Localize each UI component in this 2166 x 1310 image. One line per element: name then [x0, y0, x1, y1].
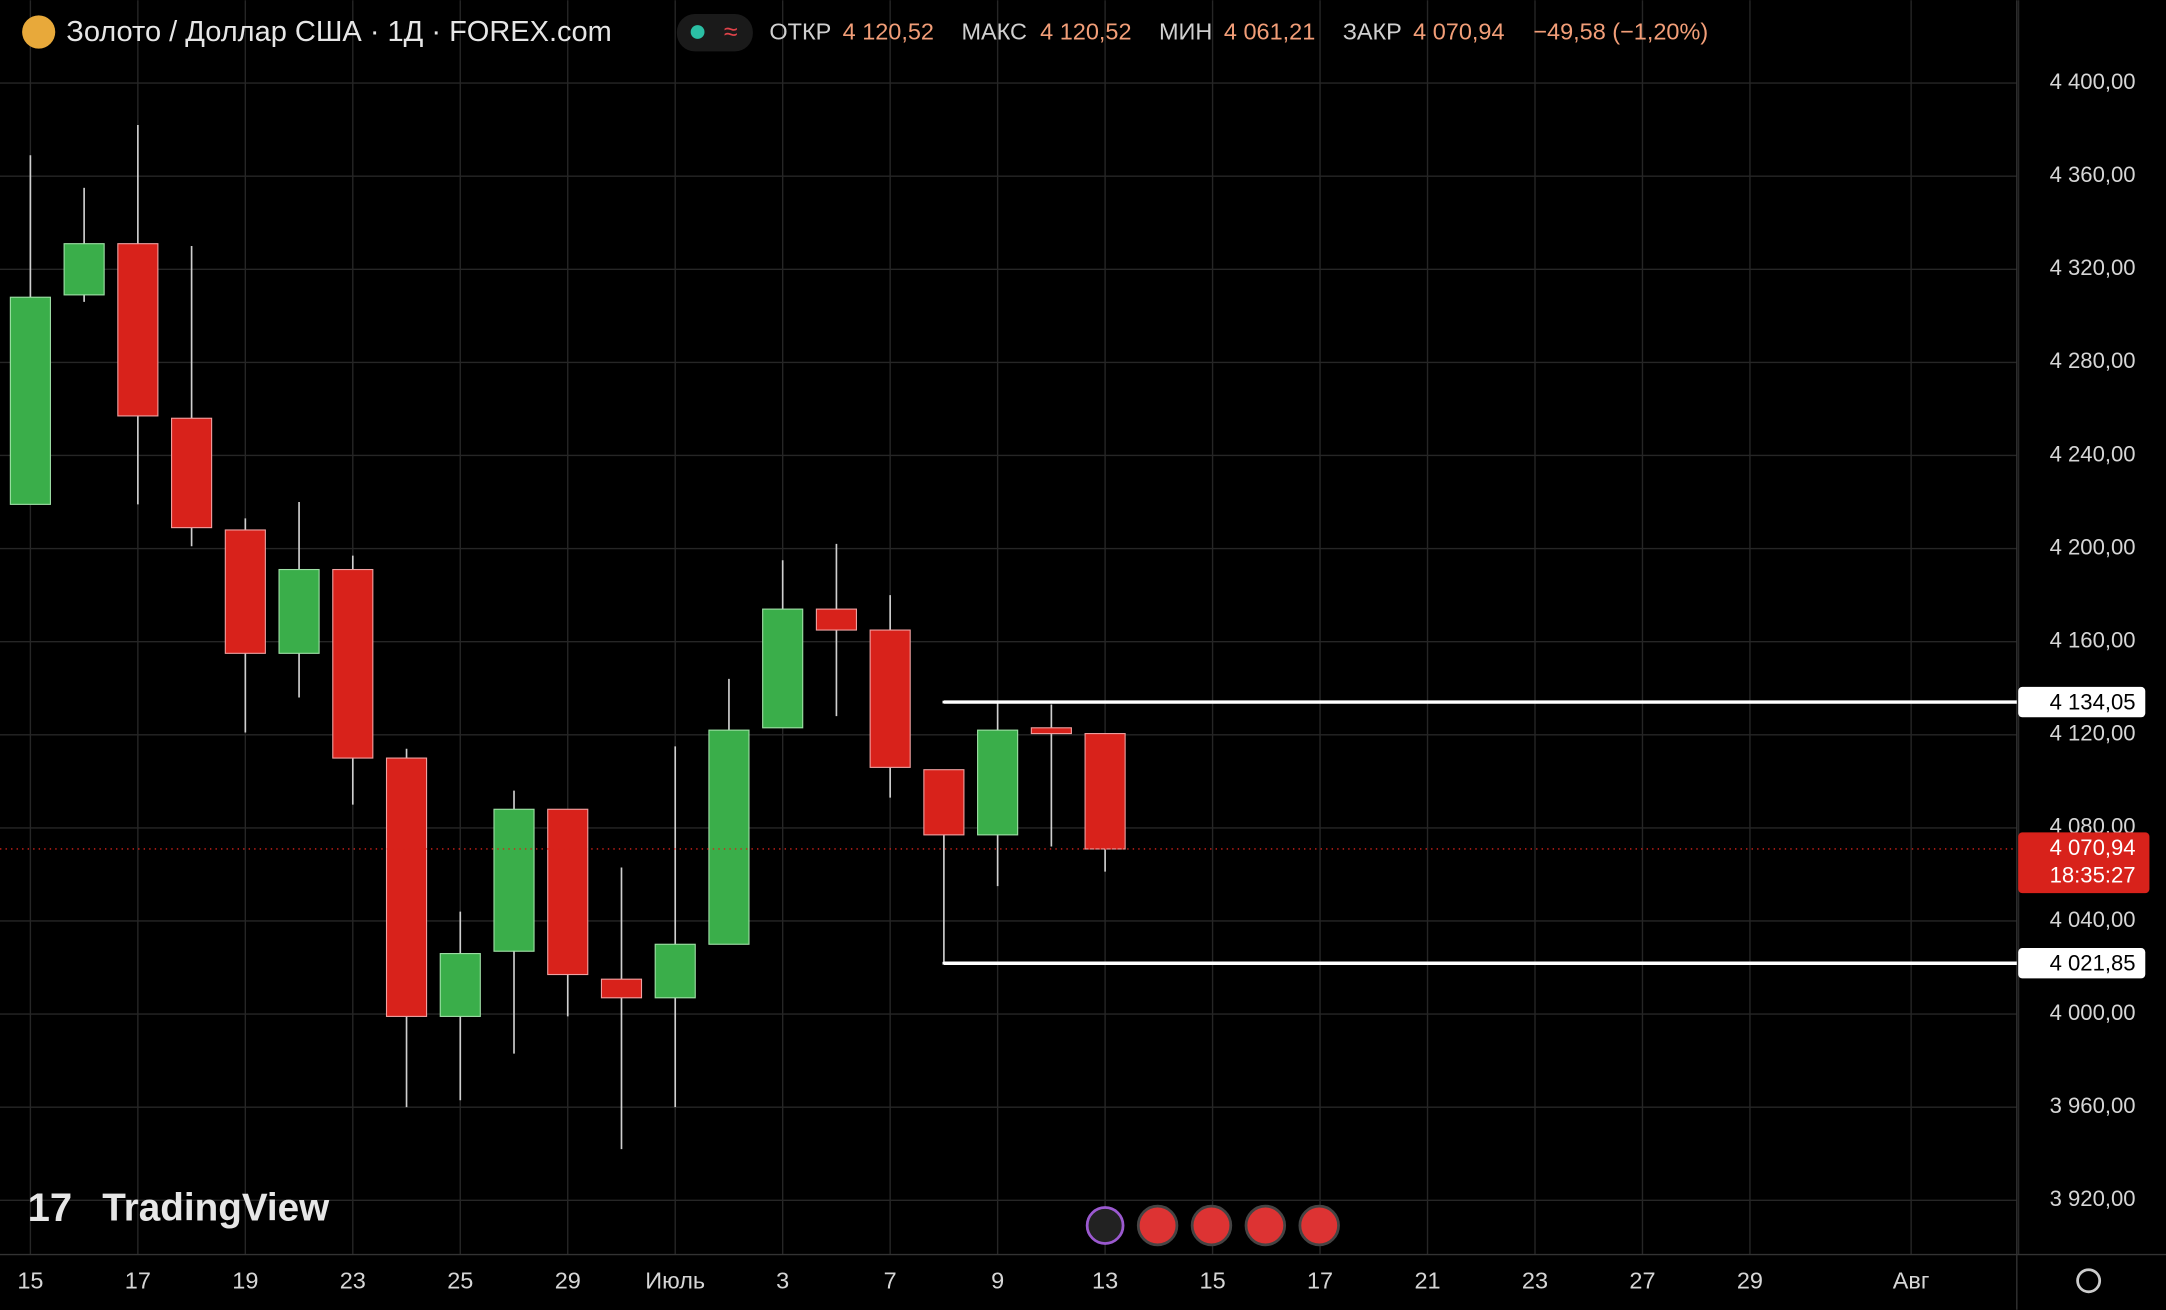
status-pill[interactable] — [676, 14, 753, 52]
x-tick-label: 3 — [776, 1267, 789, 1293]
candle-body — [332, 568, 374, 759]
ohlc-label: МИН — [1159, 19, 1212, 45]
x-tick-label: 9 — [991, 1267, 1004, 1293]
event-icon[interactable] — [1085, 1206, 1125, 1245]
y-tick-label: 3 960,00 — [2050, 1093, 2136, 1118]
candle-body — [977, 729, 1019, 836]
candle-body — [708, 729, 750, 945]
candle-body — [385, 757, 428, 1017]
market-status — [690, 25, 705, 39]
x-tick-label: 23 — [340, 1267, 366, 1293]
y-tick-label: 4 200,00 — [2050, 534, 2136, 559]
y-tick-label: 4 320,00 — [2050, 255, 2136, 280]
event-icon[interactable] — [1244, 1204, 1287, 1247]
candle-body — [654, 943, 696, 999]
ohlc-value: 4 061,21 — [1224, 19, 1315, 45]
x-tick-label: 23 — [1522, 1267, 1548, 1293]
candle-body — [171, 417, 213, 529]
candle-body — [224, 529, 266, 654]
brand-logo: 17 — [28, 1186, 73, 1230]
level-label: 4 134,05 — [2050, 689, 2136, 714]
countdown: 18:35:27 — [2050, 862, 2136, 887]
ohlc-value: 4 120,52 — [843, 19, 934, 45]
candle-body — [1084, 733, 1126, 850]
last-price-label: 4 070,94 — [2050, 835, 2136, 860]
candle-body — [278, 568, 320, 654]
y-tick-label: 4 360,00 — [2050, 162, 2136, 187]
plot — [9, 124, 1126, 1150]
event-icon[interactable] — [1136, 1204, 1179, 1247]
y-tick-label: 4 240,00 — [2050, 441, 2136, 466]
last-price-tag — [2018, 832, 2150, 894]
x-tick-label: Авг — [1893, 1267, 1930, 1293]
candle-body — [815, 608, 858, 631]
candle-body — [9, 296, 51, 505]
y-tick-label: 4 120,00 — [2050, 721, 2136, 746]
event-icon[interactable] — [1298, 1204, 1340, 1247]
x-tick-label: 25 — [447, 1267, 473, 1293]
settings-icon[interactable] — [2076, 1268, 2102, 1294]
status-icon: ≈ — [724, 18, 738, 46]
candle-body — [547, 808, 589, 976]
ohlc-label: ОТКР — [769, 19, 831, 45]
candle-body — [762, 608, 804, 729]
candle-body — [600, 978, 643, 999]
ohlc-value: 4 120,52 — [1040, 19, 1131, 45]
y-tick-label: 3 920,00 — [2050, 1186, 2136, 1211]
ohlc-change: −49,58 (−1,20%) — [1533, 19, 1708, 45]
level-tag — [2018, 686, 2146, 718]
x-tick-label: 17 — [125, 1267, 151, 1293]
x-tick-label: 29 — [555, 1267, 581, 1293]
level-label: 4 021,85 — [2050, 950, 2136, 975]
brand-name: TradingView — [102, 1187, 330, 1230]
x-tick-label: 21 — [1414, 1267, 1440, 1293]
x-tick-label: 7 — [884, 1267, 897, 1293]
header: Золото / Доллар США · 1Д · FOREX.com ≈ О… — [22, 14, 1708, 52]
x-tick-label: 19 — [232, 1267, 258, 1293]
candle-body — [1030, 727, 1072, 735]
events — [1085, 1204, 1340, 1247]
y-tick-label: 4 280,00 — [2050, 348, 2136, 373]
x-tick-label: Июль — [645, 1267, 705, 1293]
ohlc-value: 4 070,94 — [1413, 19, 1504, 45]
ohlc-label: МАКС — [961, 19, 1027, 45]
candle-body — [439, 953, 481, 1017]
candle-body — [923, 769, 965, 836]
x-tick-label: 17 — [1307, 1267, 1333, 1293]
candle-body — [493, 808, 535, 952]
y-tick-label: 4 000,00 — [2050, 1000, 2136, 1025]
y-tick-label: 4 400,00 — [2050, 69, 2136, 94]
x-tick-label: 29 — [1737, 1267, 1763, 1293]
x-tick-label: 15 — [17, 1267, 43, 1293]
brand: 17 TradingView — [28, 1186, 331, 1230]
x-tick-label: 15 — [1200, 1267, 1226, 1293]
event-icon[interactable] — [1190, 1204, 1233, 1247]
x-tick-label: 13 — [1092, 1267, 1118, 1293]
symbol-title[interactable]: Золото / Доллар США · 1Д · FOREX.com — [66, 16, 612, 48]
y-tick-label: 4 040,00 — [2050, 907, 2136, 932]
ohlc-label: ЗАКР — [1343, 19, 1402, 45]
level-tag — [2018, 948, 2146, 979]
symbol-icon — [22, 15, 56, 49]
candle-body — [869, 629, 911, 768]
y-tick-label: 4 160,00 — [2050, 628, 2136, 653]
x-tick-label: 27 — [1629, 1267, 1655, 1293]
candle-body — [63, 243, 105, 296]
candle-body — [117, 243, 159, 417]
